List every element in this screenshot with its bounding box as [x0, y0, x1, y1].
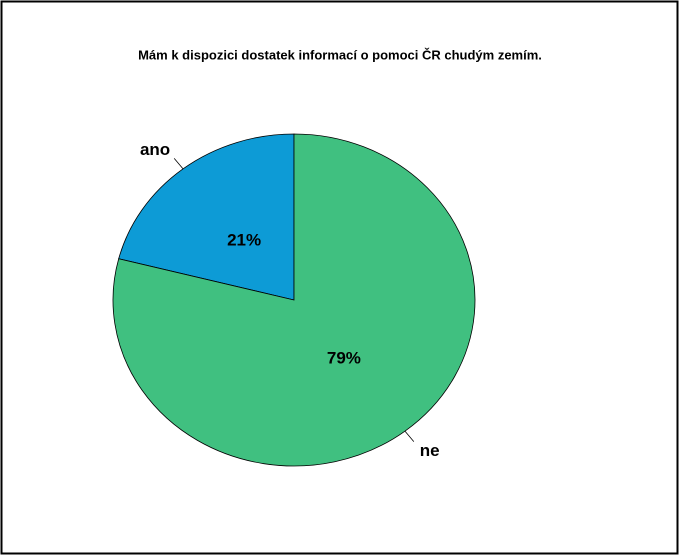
value-label: 21%	[227, 230, 261, 249]
category-label: ne	[420, 441, 440, 460]
chart-title: Mám k dispozici dostatek informací o pom…	[138, 47, 542, 62]
pie-slice	[112, 133, 476, 467]
leader-line	[173, 158, 184, 170]
value-label: 79%	[327, 349, 361, 368]
category-label: ano	[140, 140, 170, 159]
leader-line	[404, 430, 415, 442]
